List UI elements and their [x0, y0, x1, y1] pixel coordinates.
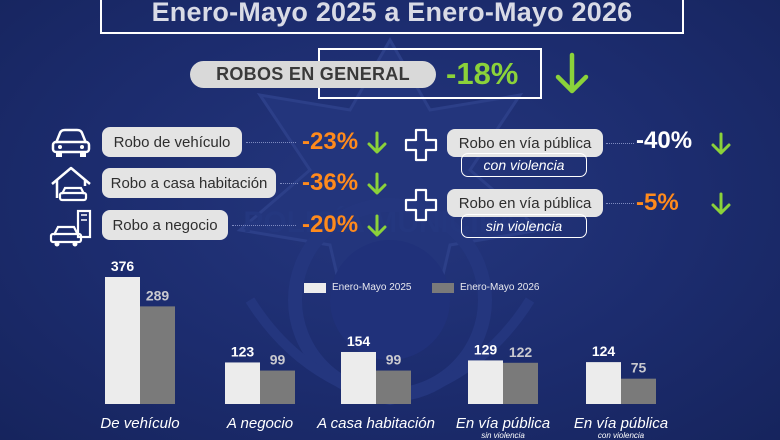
bar-2025-3 [468, 360, 503, 404]
category-label-via-publica-sin: Robo en vía pública [458, 194, 592, 212]
data-label: 154 [347, 333, 371, 349]
data-label: 75 [631, 360, 647, 376]
category-tick-label: A casa habitación [316, 415, 435, 432]
bar-2026-4 [621, 378, 656, 404]
change-negocio: -20% [302, 211, 359, 238]
bar-2026-2 [376, 370, 411, 404]
change-via-publica-con: -40% [636, 127, 693, 154]
sub-pill-sin-violencia: sin violencia [461, 214, 587, 238]
page-title: Enero-Mayo 2025 a Enero-Mayo 2026 [151, 0, 633, 27]
data-label: 376 [111, 258, 135, 274]
down-arrow-icon [367, 131, 387, 154]
category-pill-via-publica-sin: Robo en vía pública [447, 189, 603, 217]
legend-label: Enero-Mayo 2026 [460, 282, 540, 293]
bar-2025-2 [341, 351, 376, 404]
plus-cross-icon [404, 128, 438, 162]
change-casa: -36% [302, 169, 359, 196]
data-label: 122 [509, 344, 533, 360]
data-label: 99 [386, 352, 402, 368]
down-arrow-icon [711, 132, 731, 155]
category-tick-label: En vía pública [456, 415, 550, 432]
category-pill-casa: Robo a casa habitación [102, 168, 276, 198]
legend-item-2026: Enero-Mayo 2026 [432, 282, 540, 293]
category-tick-label: En vía pública [574, 415, 668, 432]
sublabel-sin-violencia: sin violencia [485, 218, 563, 234]
legend-label: Enero-Mayo 2025 [332, 282, 412, 293]
bar-2026-1 [260, 370, 295, 404]
category-label-negocio: Robo a negocio [112, 216, 218, 234]
category-tick-sublabel: con violencia [598, 431, 645, 440]
change-vehiculo: -23% [302, 128, 359, 155]
general-label-pill: ROBOS EN GENERAL [190, 61, 436, 88]
leader-dots [280, 183, 298, 184]
category-label-vehiculo: Robo de vehículo [113, 133, 231, 151]
house-car-icon [51, 166, 91, 202]
category-tick-sublabel: sin violencia [481, 431, 525, 440]
leader-dots [606, 143, 634, 144]
category-label-casa: Robo a casa habitación [110, 174, 268, 192]
leader-dots [606, 203, 634, 204]
data-label: 129 [474, 341, 498, 357]
change-via-publica-sin: -5% [636, 189, 679, 216]
sub-pill-con-violencia: con violencia [461, 153, 587, 177]
bar-2025-4 [586, 362, 621, 404]
down-arrow-icon [367, 214, 387, 237]
car-icon [51, 128, 91, 157]
category-pill-vehiculo: Robo de vehículo [102, 127, 242, 157]
data-label: 99 [270, 352, 286, 368]
sublabel-con-violencia: con violencia [483, 157, 565, 173]
legend-item-2025: Enero-Mayo 2025 [304, 282, 412, 293]
bar-2025-0 [105, 277, 140, 404]
down-arrow-icon [367, 172, 387, 195]
legend-swatch [432, 282, 454, 293]
down-arrow-icon [711, 192, 731, 215]
category-tick-label: A negocio [226, 415, 293, 432]
down-arrow-icon [555, 52, 589, 94]
leader-dots [246, 142, 296, 143]
bar-2026-3 [503, 362, 538, 404]
category-pill-via-publica-con: Robo en vía pública [447, 129, 603, 157]
plus-cross-icon [404, 188, 438, 222]
data-label: 123 [231, 343, 255, 359]
store-car-icon [49, 209, 92, 247]
title-box: Enero-Mayo 2025 a Enero-Mayo 2026 [100, 0, 684, 34]
category-pill-negocio: Robo a negocio [102, 210, 228, 240]
legend-swatch [304, 282, 326, 293]
general-change: -18% [446, 56, 519, 91]
data-label: 124 [592, 343, 616, 359]
category-label-via-publica-con: Robo en vía pública [458, 134, 592, 152]
leader-dots [232, 225, 296, 226]
data-label: 289 [146, 287, 170, 303]
category-tick-label: De vehículo [100, 415, 179, 432]
bar-2026-0 [140, 306, 175, 404]
general-label: ROBOS EN GENERAL [216, 64, 410, 84]
bar-2025-1 [225, 362, 260, 404]
